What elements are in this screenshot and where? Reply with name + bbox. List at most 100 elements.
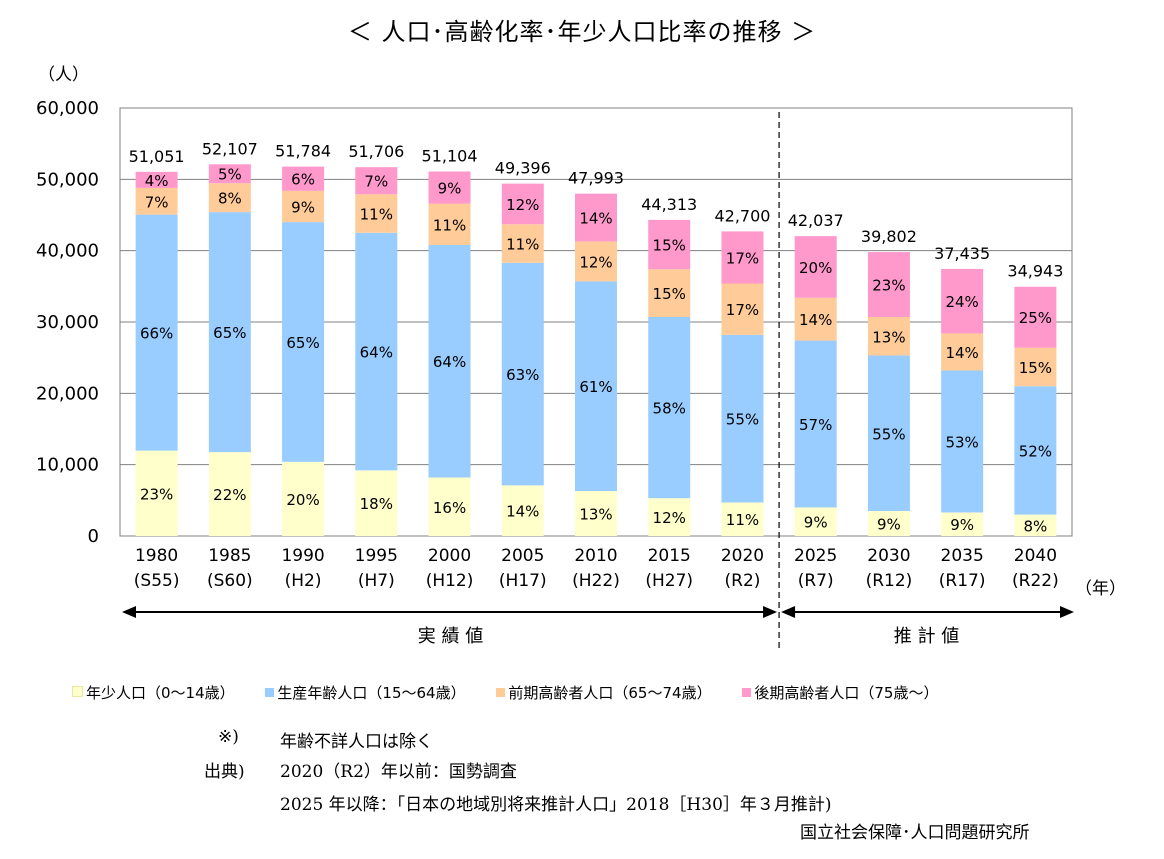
segment-percent-label: 55%	[872, 425, 905, 443]
x-tick-sublabel: (H22)	[572, 571, 620, 591]
bar-segment-late-elderly	[501, 183, 544, 225]
x-tick-sublabel: (R12)	[866, 571, 913, 591]
x-tick-sublabel: (S60)	[207, 571, 253, 591]
x-tick-label: 1985	[208, 546, 251, 566]
bar-segment-early-elderly	[282, 190, 325, 223]
bar-segment-youth	[355, 470, 398, 536]
segment-percent-label: 12%	[579, 253, 612, 271]
bar-total-label: 47,993	[568, 169, 624, 188]
bar-segment-youth	[135, 450, 178, 536]
bar-segment-working	[794, 340, 837, 508]
segment-percent-label: 15%	[653, 237, 686, 255]
segment-percent-label: 57%	[799, 416, 832, 434]
bar-segment-late-elderly	[575, 193, 617, 242]
segment-percent-label: 63%	[506, 366, 539, 384]
x-tick-sublabel: (H7)	[358, 571, 395, 591]
bar-segment-youth	[1014, 514, 1057, 536]
segment-percent-label: 14%	[945, 344, 978, 362]
segment-percent-label: 18%	[360, 495, 393, 513]
bar-total-label: 34,943	[1007, 262, 1063, 281]
bar-segment-early-elderly	[355, 194, 398, 233]
segment-percent-label: 4%	[145, 172, 169, 190]
y-tick-label: 20,000	[36, 383, 99, 404]
x-tick-label: 2000	[428, 546, 471, 566]
bar-segment-early-elderly	[648, 269, 691, 318]
bar-total-label: 51,051	[129, 147, 185, 166]
x-tick-label: 2005	[501, 546, 544, 566]
bar-segment-late-elderly	[721, 231, 764, 284]
bar-segment-late-elderly	[1014, 286, 1057, 348]
segment-percent-label: 15%	[1019, 359, 1052, 377]
source-line-3: 国立社会保障･人口問題研究所	[800, 823, 1030, 843]
segment-percent-label: 14%	[579, 210, 612, 228]
legend: 年少人口（0～14歳） 生産年齢人口（15～64歳） 前期高齢者人口（65～74…	[72, 682, 964, 703]
x-tick-label: 1990	[281, 546, 324, 566]
x-tick-label: 2015	[648, 546, 691, 566]
bar-segment-early-elderly	[428, 203, 471, 245]
x-tick-label: 1995	[355, 546, 398, 566]
x-axis-unit: （年）	[1075, 579, 1126, 599]
bar-segment-youth	[648, 498, 691, 536]
legend-item-youth: 年少人口（0～14歳）	[72, 682, 235, 703]
segment-percent-label: 9%	[804, 514, 828, 532]
legend-label-early-elderly: 前期高齢者人口（65～74歳）	[508, 684, 712, 702]
x-tick-sublabel: (R17)	[939, 571, 986, 591]
legend-item-working: 生産年齢人口（15～64歳）	[265, 682, 466, 703]
x-tick-sublabel: (R7)	[798, 571, 834, 591]
period-label-projected: 推 計 値	[894, 626, 959, 647]
stacked-bar-chart: 0 10,000 20,000 30,000 40,000 50,000 60,000 （人）…	[36, 65, 1126, 652]
legend-swatch-early-elderly	[496, 688, 506, 697]
legend-swatch-late-elderly	[742, 688, 752, 697]
segment-percent-label: 64%	[433, 353, 466, 371]
bar-segment-working	[208, 212, 251, 453]
segment-percent-label: 9%	[950, 516, 974, 534]
segment-percent-label: 11%	[726, 511, 759, 529]
bar-segment-working	[867, 355, 910, 512]
legend-label-youth: 年少人口（0～14歳）	[86, 684, 235, 702]
segment-percent-label: 66%	[140, 325, 173, 343]
x-tick-label: 2010	[574, 546, 617, 566]
segment-percent-label: 20%	[799, 259, 832, 277]
legend-label-late-elderly: 後期高齢者人口（75歳～）	[754, 684, 939, 702]
y-tick-label: 30,000	[36, 312, 99, 333]
bar-segment-late-elderly	[941, 268, 984, 334]
projected-arrow-head-right	[1060, 606, 1074, 618]
legend-swatch-working	[265, 688, 275, 697]
period-label-actual: 実 績 値	[418, 626, 483, 647]
bar-segment-working	[501, 262, 544, 486]
actual-arrow-head-left	[122, 606, 136, 618]
bar-total-label: 37,435	[934, 244, 990, 263]
x-tick-sublabel: (H17)	[499, 571, 547, 591]
x-tick-sublabel: (H2)	[285, 571, 322, 591]
bar-total-label: 42,037	[788, 211, 844, 230]
bar-segment-late-elderly	[355, 167, 398, 195]
bar-segment-youth	[428, 477, 471, 536]
chart-title: ＜ 人口･高齢化率･年少人口比率の推移 ＞	[347, 18, 817, 46]
bar-segment-early-elderly	[575, 241, 617, 282]
segment-percent-label: 5%	[218, 166, 242, 184]
bar-segment-early-elderly	[794, 297, 837, 341]
segment-percent-label: 23%	[872, 277, 905, 295]
bar-total-label: 44,313	[641, 195, 697, 214]
bar-segment-late-elderly	[867, 252, 910, 318]
source-line-1: 2020（R2）年以前：国勢調査	[280, 762, 517, 782]
bar-segment-early-elderly	[941, 333, 984, 371]
bar-segment-late-elderly	[794, 236, 837, 298]
y-tick-label: 0	[88, 526, 99, 547]
segment-percent-label: 11%	[360, 206, 393, 224]
bar-segment-late-elderly	[208, 164, 251, 184]
bar-total-label: 39,802	[861, 227, 917, 246]
bar-segment-working	[1014, 386, 1057, 515]
bar-total-label: 51,104	[422, 146, 478, 165]
bar-segment-working	[355, 232, 398, 471]
segment-percent-label: 23%	[140, 485, 173, 503]
segment-percent-label: 7%	[145, 193, 169, 211]
segment-percent-label: 6%	[291, 171, 315, 189]
source-label: 出典)	[204, 762, 245, 782]
y-tick-label: 40,000	[36, 241, 99, 262]
source-line-2: 2025 年以降：「日本の地域別将来推計人口」2018［H30］年３月推計)	[280, 795, 832, 815]
segment-percent-label: 64%	[360, 344, 393, 362]
bar-segment-working	[428, 244, 471, 478]
segment-percent-label: 53%	[945, 433, 978, 451]
bar-segment-working	[575, 281, 617, 492]
